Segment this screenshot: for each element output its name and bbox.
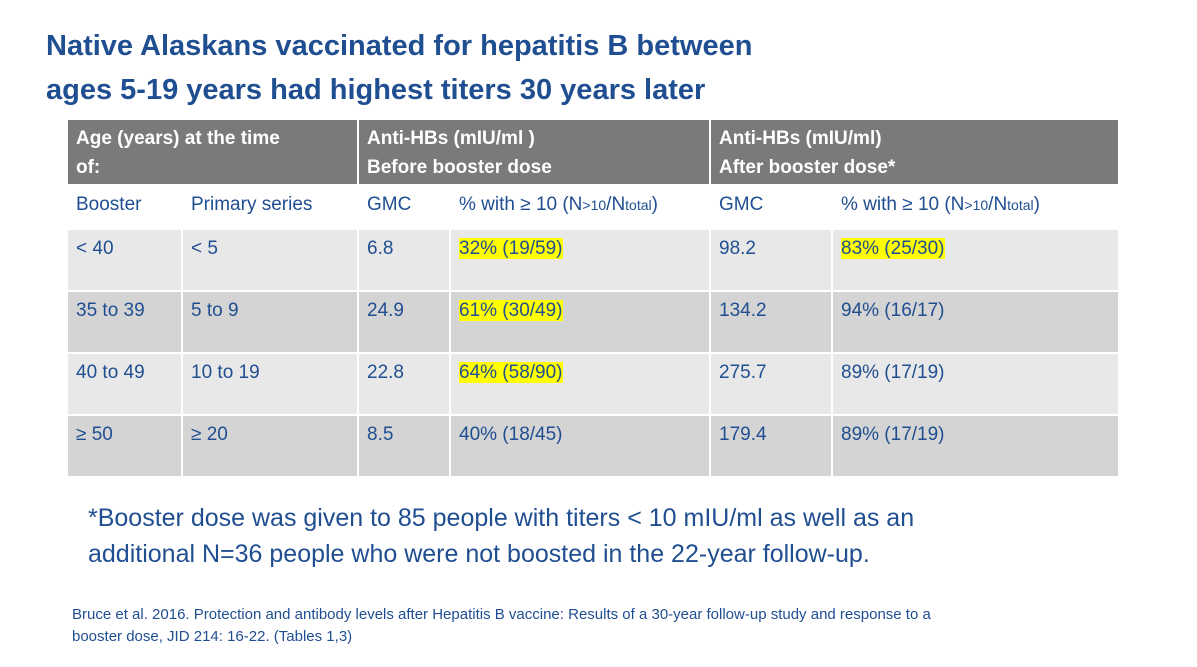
subheader-booster: Booster	[68, 184, 183, 230]
header-age-line-1: Age (years) at the time	[76, 128, 280, 149]
highlighted-value: 83% (25/30)	[841, 238, 945, 259]
cell-booster: 40 to 49	[68, 354, 183, 416]
cell-pct-before: 61% (30/49)	[451, 292, 711, 354]
table-row: 35 to 39 5 to 9 24.9 61% (30/49) 134.2 9…	[68, 292, 1118, 354]
table-subheader-row: Booster Primary series GMC % with ≥ 10 (…	[68, 184, 1118, 230]
cell-primary: 5 to 9	[183, 292, 359, 354]
cell-gmc-after: 179.4	[711, 416, 833, 478]
table-row: 40 to 49 10 to 19 22.8 64% (58/90) 275.7…	[68, 354, 1118, 416]
booster-footnote: *Booster dose was given to 85 people wit…	[88, 500, 1128, 572]
header-after-line-2: After booster dose*	[719, 157, 896, 178]
cell-gmc-before: 22.8	[359, 354, 451, 416]
slide-title-line-1: Native Alaskans vaccinated for hepatitis…	[46, 30, 753, 62]
table-header-row: Age (years) at the time of: Anti-HBs (mI…	[68, 120, 1118, 184]
footnote-line-1: *Booster dose was given to 85 people wit…	[88, 504, 915, 532]
cell-pct-after: 94% (16/17)	[833, 292, 1118, 354]
subheader-gmc-before: GMC	[359, 184, 451, 230]
titers-table: Age (years) at the time of: Anti-HBs (mI…	[68, 120, 1118, 478]
footnote-line-2: additional N=36 people who were not boos…	[88, 540, 870, 568]
cell-pct-after: 89% (17/19)	[833, 416, 1118, 478]
cell-pct-before: 40% (18/45)	[451, 416, 711, 478]
slide-title: Native Alaskans vaccinated for hepatitis…	[46, 24, 1146, 112]
highlighted-value: 64% (58/90)	[459, 362, 563, 383]
header-age: Age (years) at the time of:	[68, 120, 359, 184]
citation-line-2: booster dose, JID 214: 16-22. (Tables 1,…	[72, 628, 353, 645]
subheader-pct-before: % with ≥ 10 (N>10/Ntotal)	[451, 184, 711, 230]
subheader-primary: Primary series	[183, 184, 359, 230]
cell-booster: 35 to 39	[68, 292, 183, 354]
cell-pct-before: 32% (19/59)	[451, 230, 711, 292]
cell-primary: ≥ 20	[183, 416, 359, 478]
cell-pct-before: 64% (58/90)	[451, 354, 711, 416]
cell-pct-after: 83% (25/30)	[833, 230, 1118, 292]
header-after-line-1: Anti-HBs (mIU/ml)	[719, 128, 882, 149]
table-row: ≥ 50 ≥ 20 8.5 40% (18/45) 179.4 89% (17/…	[68, 416, 1118, 478]
header-after-booster: Anti-HBs (mIU/ml) After booster dose*	[711, 120, 1118, 184]
cell-gmc-before: 6.8	[359, 230, 451, 292]
citation-line-1: Bruce et al. 2016. Protection and antibo…	[72, 606, 931, 623]
header-before-line-1: Anti-HBs (mIU/ml )	[367, 128, 535, 149]
highlighted-value: 61% (30/49)	[459, 300, 563, 321]
cell-gmc-before: 24.9	[359, 292, 451, 354]
citation: Bruce et al. 2016. Protection and antibo…	[72, 604, 1152, 648]
cell-booster: ≥ 50	[68, 416, 183, 478]
subheader-gmc-after: GMC	[711, 184, 833, 230]
cell-primary: < 5	[183, 230, 359, 292]
cell-gmc-after: 275.7	[711, 354, 833, 416]
subheader-pct-after: % with ≥ 10 (N>10/Ntotal)	[833, 184, 1118, 230]
header-before-line-2: Before booster dose	[367, 157, 552, 178]
cell-booster: < 40	[68, 230, 183, 292]
highlighted-value: 32% (19/59)	[459, 238, 563, 259]
cell-gmc-after: 134.2	[711, 292, 833, 354]
header-age-line-2: of:	[76, 157, 101, 178]
slide-title-line-2: ages 5-19 years had highest titers 30 ye…	[46, 74, 706, 106]
cell-gmc-after: 98.2	[711, 230, 833, 292]
cell-pct-after: 89% (17/19)	[833, 354, 1118, 416]
table-row: < 40 < 5 6.8 32% (19/59) 98.2 83% (25/30…	[68, 230, 1118, 292]
cell-primary: 10 to 19	[183, 354, 359, 416]
header-before-booster: Anti-HBs (mIU/ml ) Before booster dose	[359, 120, 711, 184]
cell-gmc-before: 8.5	[359, 416, 451, 478]
